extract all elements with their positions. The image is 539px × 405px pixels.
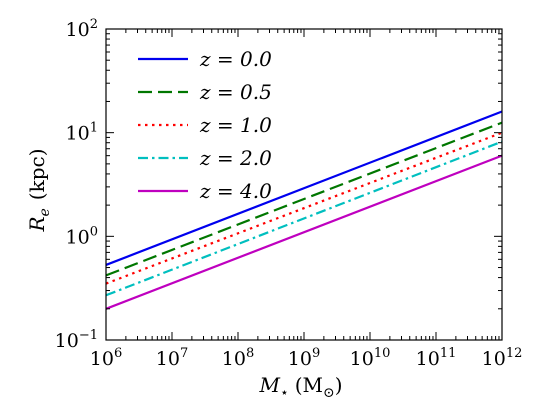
series-line-1 [105, 121, 503, 277]
x-tick-label-4: 1010 [350, 346, 391, 370]
series-line-4 [105, 154, 503, 310]
series-line-0 [105, 110, 503, 266]
x-tick-label-5: 1011 [416, 346, 457, 370]
legend-label-2: z = 1.0 [199, 113, 272, 137]
x-tick-label-1: 107 [156, 346, 188, 370]
x-axis-title: M⋆ (M⊙) [258, 373, 342, 401]
x-tick-label-3: 109 [288, 346, 320, 370]
series-line-3 [105, 140, 503, 297]
y-axis-title: Re(kpc) [25, 148, 53, 232]
y-tick-label-1: 100 [66, 224, 98, 248]
plot-frame [105, 28, 503, 341]
x-tick-label-2: 108 [222, 346, 254, 370]
tick-labels: 106 107 108 109 1010 1011 1012 10−1 100 101 102 [55, 17, 523, 370]
legend-label-0: z = 0.0 [199, 47, 272, 71]
x-tick-label-6: 1012 [482, 346, 523, 370]
x-tick-label-0: 106 [90, 346, 122, 370]
series-line-2 [105, 131, 503, 285]
legend: z = 0.0 z = 0.5 z = 1.0 z = 2.0 z = 4.0 [138, 47, 272, 203]
legend-label-4: z = 4.0 [199, 179, 272, 203]
plot-lines [105, 110, 503, 310]
y-tick-label-0: 10−1 [55, 328, 98, 352]
legend-label-3: z = 2.0 [199, 146, 272, 170]
y-tick-label-2: 101 [66, 121, 98, 145]
y-tick-label-3: 102 [66, 17, 98, 41]
legend-label-1: z = 0.5 [199, 80, 272, 104]
ticks [105, 28, 503, 341]
